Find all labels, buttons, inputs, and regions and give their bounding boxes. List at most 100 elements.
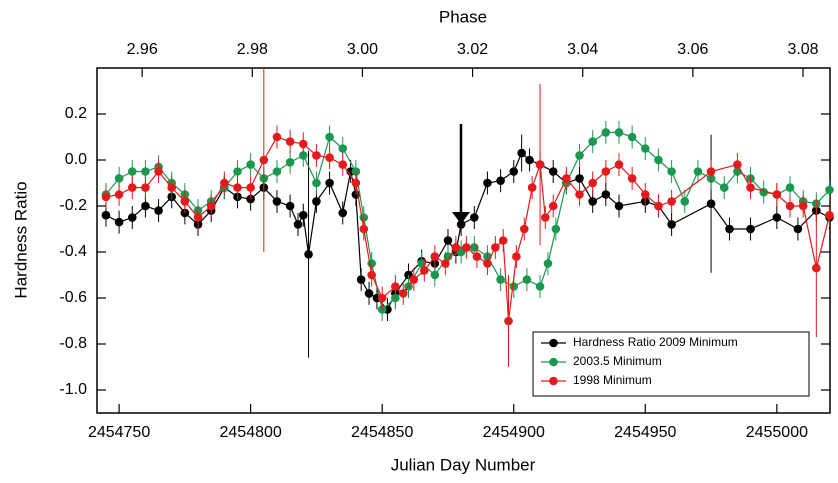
data-point — [562, 174, 571, 183]
data-point — [114, 217, 124, 227]
data-point — [535, 160, 545, 169]
legend-marker — [549, 376, 558, 386]
data-point — [367, 270, 376, 280]
data-point — [483, 259, 492, 268]
data-point — [614, 201, 624, 211]
data-point — [430, 252, 440, 261]
data-point — [654, 155, 663, 165]
legend-marker — [549, 357, 558, 367]
data-point — [419, 266, 429, 275]
data-point — [680, 197, 690, 206]
data-point — [141, 167, 150, 176]
data-point — [409, 275, 419, 284]
legend: Hardness Ratio 2009 Minimum 2003.5 Minimu… — [532, 331, 810, 397]
data-point — [548, 167, 558, 176]
data-point — [575, 151, 584, 160]
data-point — [285, 158, 295, 167]
data-point — [430, 270, 440, 280]
data-point — [127, 167, 137, 176]
data-point — [575, 174, 584, 183]
data-point — [496, 176, 505, 185]
plot-frame — [96, 67, 831, 414]
data-point — [312, 197, 321, 206]
data-point — [456, 220, 466, 229]
data-point — [746, 183, 755, 192]
data-point — [272, 197, 282, 206]
data-point — [527, 183, 537, 192]
data-point — [525, 155, 534, 165]
x2-tick-label: 2.98 — [237, 41, 268, 58]
data-point — [298, 210, 308, 220]
data-point — [551, 224, 561, 234]
data-point — [180, 197, 190, 206]
data-point — [667, 167, 676, 176]
x2-tick-label: 3.00 — [347, 41, 378, 58]
series-line — [105, 136, 831, 322]
data-point — [233, 183, 242, 192]
data-point — [462, 243, 471, 252]
data-point — [451, 243, 461, 252]
x-tick-label: 2454750 — [88, 424, 150, 441]
y-tick-label: -0.4 — [59, 243, 87, 260]
data-point — [512, 252, 521, 261]
legend-marker — [549, 338, 558, 348]
data-point — [772, 190, 782, 199]
data-point — [391, 282, 400, 291]
data-point — [601, 167, 611, 176]
data-point — [364, 289, 374, 298]
data-point — [812, 263, 821, 273]
x-tick-label: 2454900 — [483, 424, 545, 441]
data-point — [798, 201, 808, 211]
data-point — [667, 197, 676, 206]
data-point — [127, 183, 137, 192]
series-line — [105, 152, 830, 311]
legend-label: Hardness Ratio 2009 Minimum — [573, 335, 738, 349]
data-point — [667, 220, 676, 229]
y-tick-label: 0.2 — [65, 105, 87, 122]
data-point — [154, 167, 163, 176]
data-point — [627, 174, 637, 183]
x2-tick-label: 2.96 — [127, 41, 158, 58]
data-point — [304, 250, 313, 259]
data-point — [706, 167, 716, 176]
data-point — [154, 206, 163, 215]
data-point — [101, 192, 111, 202]
x-tick-label: 2454950 — [614, 424, 676, 441]
data-point — [601, 190, 611, 199]
data-point — [298, 139, 308, 149]
data-point — [706, 199, 716, 208]
data-point — [472, 252, 482, 261]
y-tick-label: 0.0 — [65, 151, 87, 168]
data-point — [496, 275, 505, 284]
data-point — [338, 144, 348, 153]
data-point — [733, 160, 742, 169]
data-point — [491, 243, 500, 252]
data-point — [519, 224, 529, 234]
data-point — [193, 213, 203, 222]
x-tick-label: 2455000 — [746, 424, 808, 441]
data-point — [338, 160, 348, 169]
data-point — [654, 201, 663, 211]
data-point — [220, 178, 229, 188]
data-point — [535, 282, 545, 291]
data-point — [627, 132, 637, 142]
legend-label: 2003.5 Minimum — [573, 354, 662, 368]
data-point — [825, 185, 834, 195]
arrow — [452, 124, 470, 224]
x2-tick-label: 3.04 — [567, 41, 598, 58]
data-point — [483, 178, 492, 188]
data-point — [377, 293, 387, 303]
data-point — [141, 183, 150, 192]
x-tick-label: 2454800 — [220, 424, 282, 441]
data-point — [246, 160, 255, 169]
x-axis-title: Julian Day Number — [391, 455, 536, 474]
data-point — [601, 128, 611, 137]
y-tick-label: -0.6 — [59, 289, 87, 306]
data-point — [825, 210, 834, 220]
data-point — [469, 213, 479, 222]
data-point — [793, 224, 803, 234]
data-point — [246, 183, 255, 192]
data-point — [614, 128, 624, 137]
data-point — [285, 201, 295, 211]
